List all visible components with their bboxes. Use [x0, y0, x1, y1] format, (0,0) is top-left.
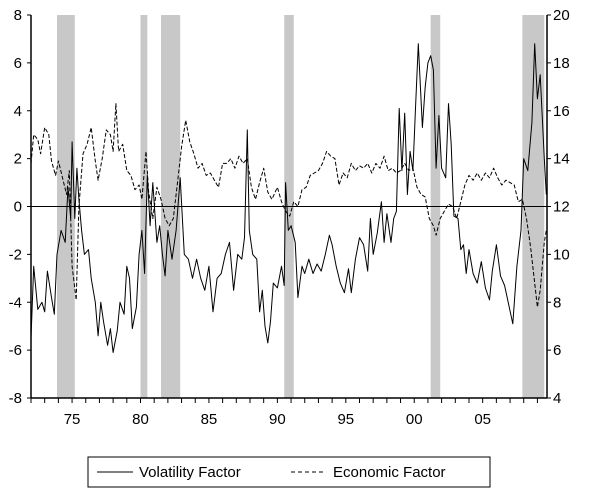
x-tick-label: 80 [132, 411, 149, 428]
y-right-tick-label: 6 [553, 342, 561, 359]
x-tick-label: 05 [474, 411, 491, 428]
y-right-tick-label: 20 [553, 7, 570, 24]
y-left-tick-label: -6 [9, 342, 22, 359]
x-tick-label: 85 [201, 411, 218, 428]
y-left-tick-label: 0 [14, 199, 22, 216]
legend-box [87, 456, 491, 488]
series-line-volatility [30, 43, 547, 353]
x-tick-label: 95 [337, 411, 354, 428]
y-right-tick-label: 16 [553, 103, 570, 120]
x-tick-label: 00 [406, 411, 423, 428]
x-tick-label: 75 [64, 411, 81, 428]
y-left-tick-label: 6 [14, 55, 22, 72]
y-right-tick-label: 8 [553, 294, 561, 311]
y-right-tick-label: 12 [553, 199, 570, 216]
x-tick-label: 90 [269, 411, 286, 428]
legend: Volatility Factor Economic Factor [87, 456, 491, 488]
y-left-tick-label: -8 [9, 390, 22, 407]
y-right-tick-label: 4 [553, 390, 561, 407]
legend-label-volatility: Volatility Factor [139, 464, 241, 481]
y-left-tick-label: 2 [14, 151, 22, 168]
y-left-tick-label: -4 [9, 294, 22, 311]
y-left-tick-label: 8 [14, 7, 22, 24]
y-right-tick-label: 18 [553, 55, 570, 72]
y-right-tick-label: 10 [553, 246, 570, 263]
y-right-tick-label: 14 [553, 151, 570, 168]
y-left-tick-label: -2 [9, 246, 22, 263]
y-left-tick-label: 4 [14, 103, 22, 120]
legend-label-economic: Economic Factor [333, 464, 446, 481]
